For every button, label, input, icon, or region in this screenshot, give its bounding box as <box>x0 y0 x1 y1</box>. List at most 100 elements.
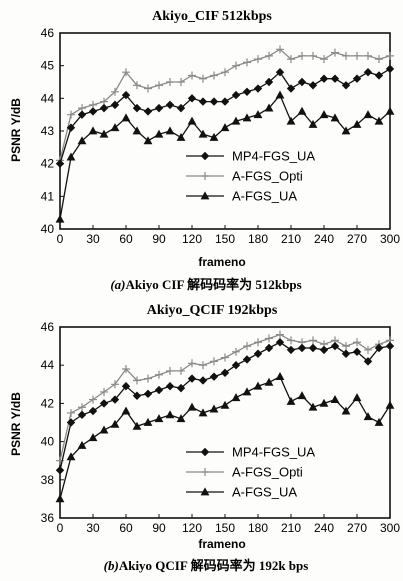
point-mp4-fgs-ua <box>99 103 109 113</box>
point-a-fgs-opti <box>67 110 75 119</box>
point-a-fgs-ua <box>121 406 131 415</box>
panel-a-title: Akiyo_CIF 512kbps <box>152 9 272 24</box>
point-a-fgs-opti <box>287 55 295 64</box>
point-mp4-fgs-ua <box>264 343 274 353</box>
panel-a-caption-text: Akiyo CIF 解码码率为 512kbps <box>126 277 302 292</box>
point-a-fgs-ua <box>297 106 307 115</box>
y-tick-label: 46 <box>41 26 55 40</box>
y-tick-label: 44 <box>41 91 55 105</box>
point-mp4-fgs-ua <box>165 382 175 391</box>
panel-b-caption-text: Akiyo QCIF 解码码率为 192k bps <box>119 558 309 573</box>
point-mp4-fgs-ua <box>231 90 241 100</box>
point-a-fgs-ua <box>264 103 274 112</box>
panel-a-ylabel: PSNR Y/dB <box>9 98 23 162</box>
point-a-fgs-opti <box>375 55 383 64</box>
point-mp4-fgs-ua <box>275 68 285 77</box>
panel-a: Akiyo_CIF 512kbps PSNR Y/dB frameno (a)A… <box>9 9 400 292</box>
point-a-fgs-ua <box>242 113 252 122</box>
point-a-fgs-ua <box>374 116 384 125</box>
point-mp4-fgs-ua <box>176 103 186 113</box>
series-line-mp4-fgs-ua <box>59 68 391 164</box>
point-a-fgs-ua <box>286 116 296 125</box>
x-tick-label: 150 <box>215 521 235 535</box>
legend-label-mp4-fgs-ua: MP4-FGS_UA <box>232 445 315 460</box>
point-mp4-fgs-ua <box>143 389 153 399</box>
point-a-fgs-opti <box>188 71 196 80</box>
point-a-fgs-ua <box>88 126 98 135</box>
legend-label-a-fgs-opti: A-FGS_Opti <box>232 169 303 184</box>
point-a-fgs-opti <box>309 336 317 345</box>
x-tick-label: 180 <box>248 232 268 246</box>
legend: MP4-FGS_UA A-FGS_Opti A-FGS_UA <box>186 445 315 500</box>
point-a-fgs-ua <box>110 419 120 428</box>
point-a-fgs-ua <box>319 110 329 119</box>
point-mp4-fgs-ua <box>242 355 252 364</box>
point-mp4-fgs-ua <box>308 81 318 90</box>
panel-b-title: Akiyo_QCIF 192kbps <box>147 303 278 318</box>
point-a-fgs-ua <box>385 106 395 115</box>
panel-a-caption-prefix: (a) <box>110 277 125 292</box>
x-tick-label: 300 <box>380 232 400 246</box>
point-a-fgs-opti <box>155 81 163 90</box>
point-mp4-fgs-ua <box>374 71 384 80</box>
legend-marker-a-fgs-ua <box>200 487 210 496</box>
legend-marker-a-fgs-ua <box>200 191 210 200</box>
point-a-fgs-ua <box>143 417 153 426</box>
point-a-fgs-opti <box>353 51 361 60</box>
point-a-fgs-opti <box>177 366 185 375</box>
point-mp4-fgs-ua <box>330 341 340 351</box>
point-a-fgs-opti <box>232 347 240 356</box>
point-mp4-fgs-ua <box>242 87 252 96</box>
point-mp4-fgs-ua <box>77 410 87 420</box>
legend-label-a-fgs-ua: A-FGS_UA <box>232 485 297 500</box>
point-a-fgs-opti <box>342 51 350 60</box>
y-tick-label: 40 <box>41 222 55 236</box>
point-a-fgs-ua <box>363 412 373 421</box>
legend-marker-a-fgs-opti <box>201 172 209 180</box>
x-tick-label: 0 <box>57 232 64 246</box>
point-a-fgs-opti <box>133 81 141 90</box>
y-tick-label: 42 <box>41 396 55 410</box>
x-tick-label: 240 <box>314 521 334 535</box>
point-mp4-fgs-ua <box>330 74 340 83</box>
point-a-fgs-ua <box>176 132 186 141</box>
x-tick-label: 210 <box>281 232 301 246</box>
point-a-fgs-ua <box>363 110 373 119</box>
legend-label-mp4-fgs-ua: MP4-FGS_UA <box>232 149 315 164</box>
point-mp4-fgs-ua <box>99 399 109 408</box>
point-a-fgs-opti <box>221 353 229 362</box>
series-line-a-fgs-opti <box>59 333 391 461</box>
point-mp4-fgs-ua <box>132 391 142 400</box>
point-a-fgs-ua <box>88 433 98 442</box>
point-a-fgs-ua <box>242 387 252 396</box>
point-a-fgs-ua <box>385 400 395 409</box>
point-a-fgs-ua <box>66 452 76 461</box>
point-mp4-fgs-ua <box>286 84 296 93</box>
point-a-fgs-opti <box>298 51 306 60</box>
point-mp4-fgs-ua <box>121 382 131 391</box>
y-tick-label: 41 <box>41 189 55 203</box>
panel-b-plot: 36 38 40 42 44 46 0 30 60 90 120 150 180 210 240 270 300… <box>41 320 401 535</box>
point-a-fgs-ua <box>66 152 76 161</box>
point-mp4-fgs-ua <box>88 406 98 416</box>
point-a-fgs-opti <box>199 74 207 83</box>
point-a-fgs-opti <box>100 387 108 396</box>
x-tick-label: 120 <box>182 232 202 246</box>
point-mp4-fgs-ua <box>264 77 274 87</box>
point-mp4-fgs-ua <box>110 100 120 110</box>
point-a-fgs-ua <box>132 126 142 135</box>
point-a-fgs-ua <box>154 414 164 423</box>
point-mp4-fgs-ua <box>165 100 175 110</box>
point-a-fgs-ua <box>253 110 263 119</box>
x-tick-label: 270 <box>347 232 367 246</box>
point-a-fgs-ua <box>275 90 285 99</box>
point-a-fgs-ua <box>187 402 197 411</box>
point-a-fgs-opti <box>155 370 163 379</box>
point-mp4-fgs-ua <box>154 385 164 395</box>
y-tick-label: 38 <box>41 473 55 487</box>
point-a-fgs-opti <box>67 408 75 417</box>
legend-marker-a-fgs-opti <box>201 468 209 476</box>
point-mp4-fgs-ua <box>253 84 263 93</box>
x-tick-label: 180 <box>248 521 268 535</box>
